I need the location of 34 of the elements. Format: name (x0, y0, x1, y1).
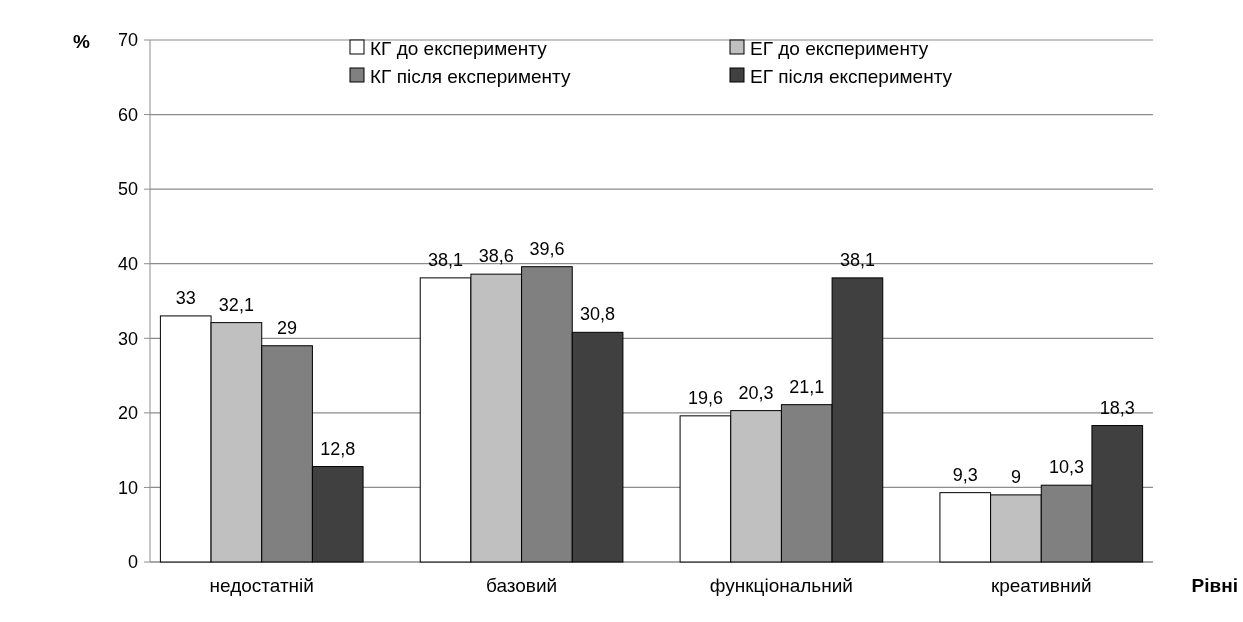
data-label: 38,1 (839, 249, 875, 270)
data-label: 9,3 (952, 464, 978, 485)
x-tick-label: недостатній (209, 575, 314, 596)
data-label: 33 (175, 287, 196, 308)
x-tick-label: функціональний (709, 575, 854, 596)
y-tick-label: 20 (117, 403, 138, 424)
y-tick-label: 30 (117, 328, 138, 349)
legend-label: КГ до експерименту (370, 37, 548, 59)
y-axis-title: % (73, 31, 91, 52)
data-label: 30,8 (580, 304, 616, 325)
y-tick-label: 0 (127, 552, 138, 573)
y-tick-label: 10 (117, 477, 138, 498)
data-label: 38,6 (478, 246, 514, 267)
data-label: 18,3 (1099, 397, 1135, 418)
data-label: 9 (1010, 466, 1021, 487)
legend-label: ЕГ до експерименту (750, 37, 929, 59)
x-tick-label: базовий (485, 575, 558, 596)
data-label: 20,3 (738, 382, 774, 403)
data-label: 10,3 (1049, 457, 1085, 478)
y-tick-label: 50 (117, 179, 138, 200)
legend-label: ЕГ після експерименту (750, 65, 953, 87)
data-label: 32,1 (218, 294, 254, 315)
data-label: 29 (277, 317, 298, 338)
legend-label: КГ після експерименту (370, 65, 571, 87)
data-label: 39,6 (529, 238, 565, 259)
x-tick-label: креативний (990, 575, 1092, 596)
y-tick-label: 70 (117, 30, 138, 51)
data-label: 38,1 (428, 249, 464, 270)
y-tick-label: 40 (117, 254, 138, 275)
data-label: 19,6 (687, 387, 723, 408)
y-tick-label: 60 (117, 104, 138, 125)
data-label: 12,8 (320, 438, 356, 459)
x-axis-title: Рівні (1191, 575, 1238, 596)
data-label: 21,1 (789, 376, 825, 397)
